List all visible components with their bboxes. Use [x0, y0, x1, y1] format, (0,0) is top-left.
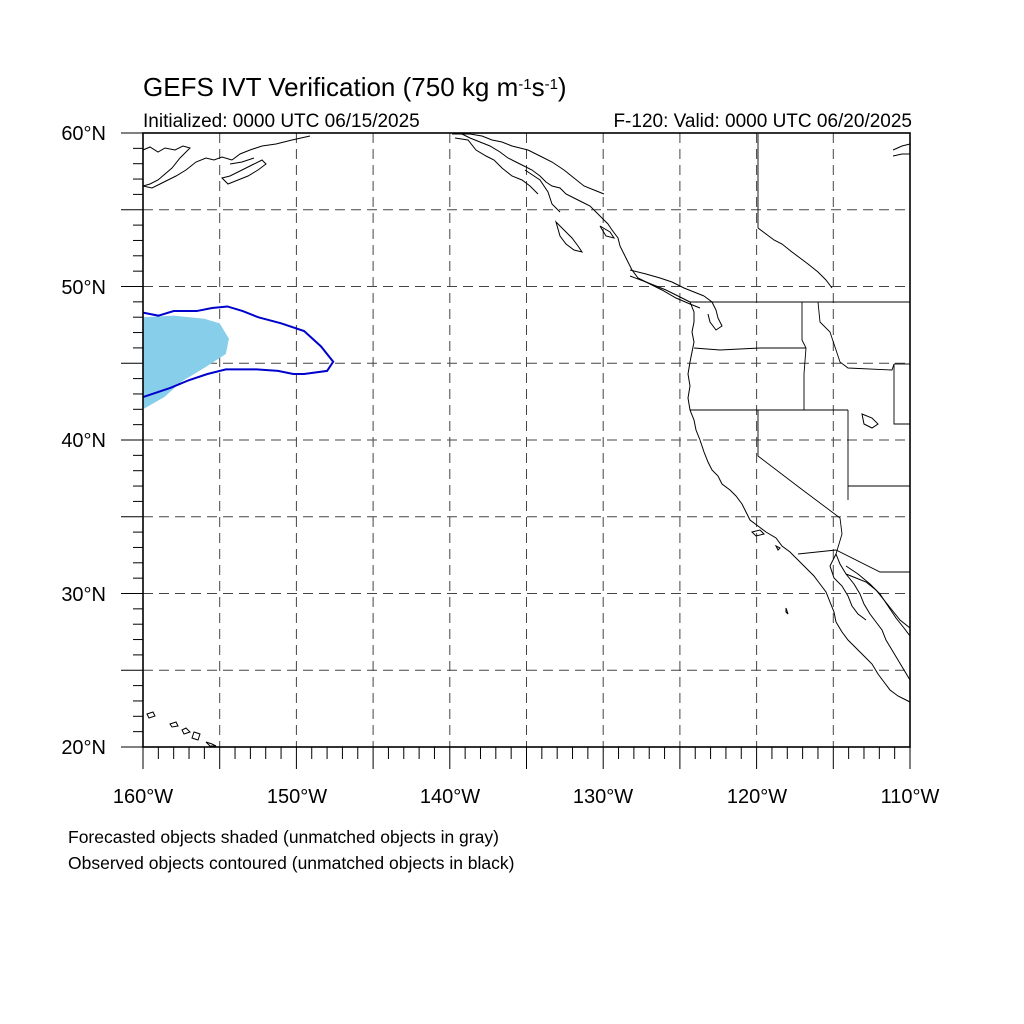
x-tick-label: 160°W [112, 786, 174, 808]
map-ticks [121, 132, 911, 769]
observed-object-contour [142, 305, 335, 398]
title-mid: s [531, 72, 545, 102]
political-borders [690, 134, 910, 573]
title-exponent-2: -1 [544, 76, 558, 93]
chart-title: GEFS IVT Verification (750 kg m-1s-1) [143, 72, 567, 102]
title-exponent-1: -1 [518, 76, 532, 93]
x-tick-label: 150°W [266, 786, 328, 808]
forecast-object-shading [143, 315, 229, 410]
y-tick-label: 20°N [61, 737, 106, 759]
initialized-label: Initialized: 0000 UTC 06/15/2025 [143, 111, 420, 132]
valid-time-label: F-120: Valid: 0000 UTC 06/20/2025 [613, 111, 912, 132]
map-gridlines [143, 133, 910, 747]
title-close: ) [557, 72, 567, 102]
title-main: GEFS IVT Verification (750 kg m [143, 72, 519, 102]
x-tick-label: 140°W [419, 786, 481, 808]
y-tick-label: 30°N [61, 584, 106, 606]
x-tick-label: 120°W [726, 786, 788, 808]
legend-note-observed: Observed objects contoured (unmatched ob… [68, 853, 515, 873]
map-frame [142, 132, 911, 748]
y-tick-label: 50°N [61, 277, 106, 299]
coastlines [142, 133, 911, 747]
x-tick-label: 110°W [880, 786, 940, 808]
legend-note-forecast: Forecasted objects shaded (unmatched obj… [68, 827, 499, 847]
y-tick-label: 40°N [61, 430, 106, 452]
x-tick-label: 130°W [572, 786, 634, 808]
y-tick-label: 60°N [61, 123, 106, 145]
